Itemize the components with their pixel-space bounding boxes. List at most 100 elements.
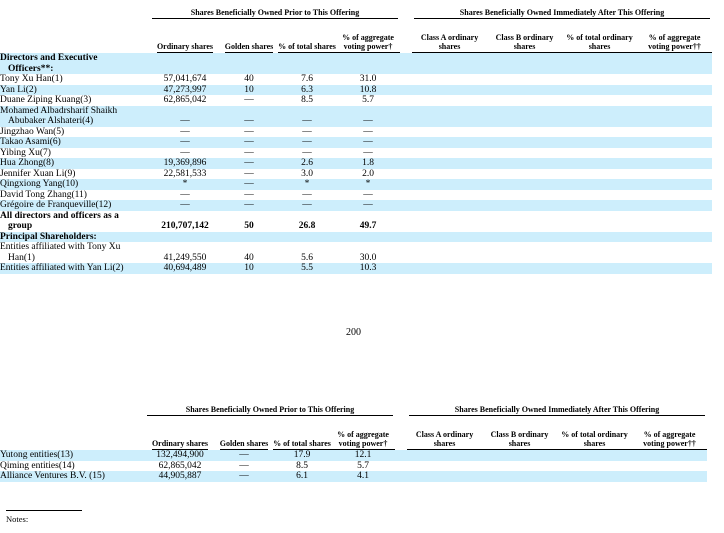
column-header: % of aggregate voting power† xyxy=(336,19,401,53)
table-row: Qiming entities(14) 62,865,042 — 8.5 5.7 xyxy=(0,461,707,472)
empty-cell xyxy=(400,231,413,242)
empty-cell xyxy=(637,200,713,211)
empty-cell xyxy=(412,169,487,180)
column-header: % of aggregate voting power†† xyxy=(637,19,713,53)
value-cell: 49.7 xyxy=(359,221,377,231)
empty-cell xyxy=(637,53,713,74)
table-row: Yibing Xu(7) — — — — xyxy=(0,148,712,159)
empty-cell xyxy=(220,53,278,74)
spacer xyxy=(400,8,412,19)
value-cell: 5.7 xyxy=(362,95,374,105)
empty-cell xyxy=(562,263,638,274)
column-header: Class B ordinary shares xyxy=(487,19,563,53)
name-cell: Qingxiong Yang(10) xyxy=(0,179,150,190)
empty-cell xyxy=(487,74,562,85)
table-row: Yutong entities(13) 132,494,900—17.9 12.1 xyxy=(0,450,708,461)
value-cell: — xyxy=(150,200,220,211)
empty-cell xyxy=(487,200,563,211)
value-cell: 2.0 xyxy=(362,168,374,179)
empty-cell xyxy=(400,179,413,190)
column-header: Ordinary shares xyxy=(145,416,215,450)
name-cell: Yan Li(2) xyxy=(0,84,150,95)
empty-cell xyxy=(637,179,713,190)
value-cell: — xyxy=(180,126,190,137)
value-cell: 7.6 xyxy=(301,74,313,84)
holder-name: All directors and officers as a group xyxy=(0,210,119,232)
empty-cell xyxy=(412,53,488,74)
empty-cell xyxy=(637,74,712,85)
value-cell: — xyxy=(278,200,336,211)
empty-cell xyxy=(412,200,488,211)
name-cell: Alliance Ventures B.V. (15) xyxy=(0,471,145,482)
holder-name: Mohamed Albadrsharif Shaikh Abubaker Als… xyxy=(0,105,118,127)
value-cell: — xyxy=(336,137,401,148)
empty-cell xyxy=(412,263,488,274)
empty-cell xyxy=(395,461,407,472)
value-cell: — xyxy=(363,147,373,158)
name-cell: Mohamed Albadrsharif Shaikh Abubaker Als… xyxy=(0,105,150,127)
empty-cell xyxy=(487,127,562,138)
holder-name: David Tong Zhang(11) xyxy=(0,189,87,200)
empty-cell xyxy=(562,127,637,138)
empty-cell xyxy=(557,450,633,461)
empty-cell xyxy=(336,231,401,242)
empty-cell xyxy=(412,211,487,232)
empty-cell xyxy=(150,231,220,242)
empty-cell xyxy=(400,242,412,263)
table: Shares Beneficially Owned Prior to This … xyxy=(0,405,708,482)
group-header: Shares Beneficially Owned Prior to This … xyxy=(145,405,395,416)
value-cell: — xyxy=(150,137,220,148)
empty-cell xyxy=(557,461,632,472)
spacer xyxy=(400,19,412,53)
table-row: Alliance Ventures B.V. (15) 44,905,887—6.… xyxy=(0,471,708,482)
group-header: Shares Beneficially Owned Immediately Af… xyxy=(412,8,712,19)
group-title: Shares Beneficially Owned Immediately Af… xyxy=(414,8,711,19)
empty-cell xyxy=(562,148,637,159)
holder-name: Duane Ziping Kuang(3) xyxy=(0,95,92,105)
value-cell: 5.7 xyxy=(357,460,369,471)
table-row: Duane Ziping Kuang(3) 62,865,042 — 8.5 5.7 xyxy=(0,95,712,106)
table-row: David Tong Zhang(11) — — — — xyxy=(0,190,712,201)
name-cell: David Tong Zhang(11) xyxy=(0,190,150,201)
value-cell: 10.8 xyxy=(336,84,401,95)
empty-cell xyxy=(400,127,412,138)
empty-cell xyxy=(632,471,708,482)
holder-name: Qingxiong Yang(10) xyxy=(0,179,79,189)
empty-cell xyxy=(562,95,637,106)
blank xyxy=(0,416,145,450)
empty-cell xyxy=(637,242,712,263)
empty-cell xyxy=(400,263,413,274)
table-row: Jingzhao Wan(5) — — — — xyxy=(0,127,712,138)
empty-cell xyxy=(637,211,712,232)
empty-cell xyxy=(637,169,712,180)
empty-cell xyxy=(637,137,713,148)
column-title: % of aggregate voting power†† xyxy=(637,33,713,53)
column-header: % of total shares xyxy=(273,416,331,450)
holder-name: Entities affiliated with Tony Xu Han(1) xyxy=(0,242,121,263)
empty-cell xyxy=(412,95,487,106)
value-cell: 17.9 xyxy=(273,450,331,461)
value-cell: — xyxy=(302,189,312,200)
holder-name: Yutong entities(13) xyxy=(0,450,74,460)
empty-cell xyxy=(400,95,412,106)
empty-cell xyxy=(412,158,488,169)
value-cell: 210,707,142 xyxy=(161,221,209,231)
empty-cell xyxy=(400,74,412,85)
value-cell: — xyxy=(220,200,278,211)
empty-cell xyxy=(487,211,562,232)
value-cell: 31.0 xyxy=(359,74,377,84)
empty-cell xyxy=(400,169,412,180)
table: Shares Beneficially Owned Prior to This … xyxy=(0,8,713,274)
empty-cell xyxy=(562,190,637,201)
empty-cell xyxy=(336,53,401,74)
empty-cell xyxy=(487,95,562,106)
column-title: % of total ordinary shares xyxy=(557,430,633,450)
value-cell: 132,494,900 xyxy=(145,450,215,461)
value-cell: 26.8 xyxy=(298,221,316,231)
empty-cell xyxy=(637,158,713,169)
value-cell: — xyxy=(220,158,278,169)
ownership-table: Shares Beneficially Owned Prior to This … xyxy=(0,405,708,482)
column-title: % of total shares xyxy=(278,42,336,53)
group-title: Shares Beneficially Owned Prior to This … xyxy=(147,405,394,416)
value-cell: 10.3 xyxy=(336,263,401,274)
